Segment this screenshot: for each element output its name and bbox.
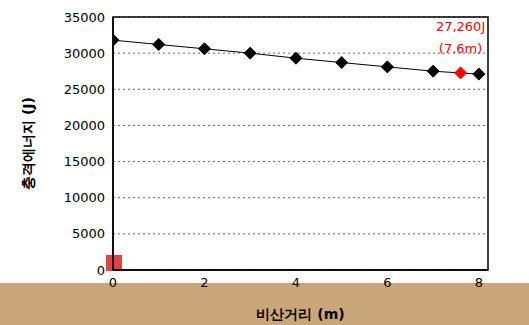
svg-text:20000: 20000	[64, 118, 105, 133]
svg-text:27,260J: 27,260J	[436, 19, 485, 34]
svg-text:8: 8	[475, 275, 483, 290]
svg-text:충격에너지 (J): 충격에너지 (J)	[20, 97, 36, 190]
svg-text:25000: 25000	[64, 82, 105, 97]
svg-text:35000: 35000	[64, 10, 105, 25]
svg-text:5000: 5000	[72, 226, 105, 241]
svg-text:2: 2	[200, 275, 208, 290]
svg-text:6: 6	[383, 275, 391, 290]
svg-text:(7.6m): (7.6m)	[439, 41, 482, 56]
svg-text:0: 0	[109, 275, 117, 290]
svg-text:15000: 15000	[64, 154, 105, 169]
svg-text:4: 4	[292, 275, 300, 290]
svg-text:30000: 30000	[64, 46, 105, 61]
svg-text:10000: 10000	[64, 190, 105, 205]
svg-text:0: 0	[97, 263, 105, 278]
svg-text:비산거리 (m): 비산거리 (m)	[256, 306, 344, 322]
